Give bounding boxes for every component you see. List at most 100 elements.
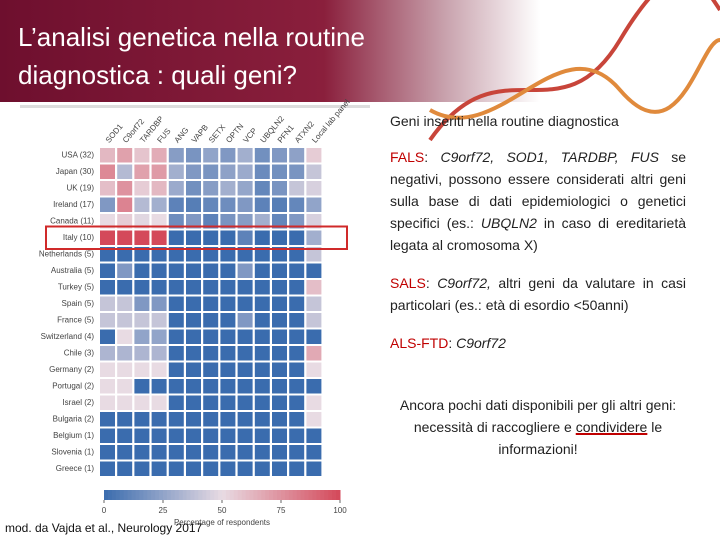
cell [134, 395, 150, 410]
text-segment: C9orf72 [456, 335, 506, 351]
cell [203, 346, 219, 361]
cell [151, 197, 167, 212]
cell [203, 461, 219, 476]
cell [100, 346, 115, 361]
cell [272, 214, 287, 229]
cell [117, 445, 133, 460]
cell [151, 164, 167, 179]
cell [306, 247, 322, 262]
colorbar-segment [159, 490, 164, 500]
cell [289, 214, 305, 229]
cell [168, 214, 184, 229]
cell [134, 263, 150, 278]
colorbar-tick-label: 50 [218, 506, 227, 515]
cell [117, 395, 133, 410]
colorbar-segment [249, 490, 254, 500]
colorbar-segment [119, 490, 125, 500]
colorbar-segment [292, 490, 298, 500]
cell [186, 346, 201, 361]
cell [254, 313, 270, 328]
colorbar-segment [328, 490, 333, 500]
colorbar-segment [320, 490, 325, 500]
cell [220, 412, 236, 427]
row-label: Greece (1) [56, 464, 95, 473]
cell [272, 247, 287, 262]
colorbar-segment [316, 490, 321, 500]
cell [237, 362, 253, 377]
cell [151, 379, 167, 394]
row-label: Australia (5) [51, 266, 94, 275]
cell [272, 379, 287, 394]
cell [168, 412, 184, 427]
cell [168, 230, 184, 245]
colorbar-segment [155, 490, 160, 500]
cell [151, 461, 167, 476]
colorbar-segment [170, 490, 176, 500]
row-label: USA (32) [62, 150, 95, 159]
cell [203, 280, 219, 295]
cell [237, 428, 253, 443]
cell [203, 197, 219, 212]
text-segment: ALS-FTD [390, 335, 449, 351]
colorbar-segment [143, 490, 148, 500]
column-label: Local lab panel [310, 97, 352, 144]
colorbar-segment [206, 490, 211, 500]
cell [220, 247, 236, 262]
cell [117, 280, 133, 295]
cell [289, 263, 305, 278]
cell [117, 346, 133, 361]
cell [168, 395, 184, 410]
colorbar-segment [284, 490, 290, 500]
cell [289, 164, 305, 179]
title-line: diagnostica : quali geni? [18, 60, 297, 90]
cell [254, 214, 270, 229]
colorbar-segment [312, 490, 317, 500]
colorbar-segment [166, 490, 172, 500]
cell [306, 214, 322, 229]
cell [272, 428, 287, 443]
cell [220, 461, 236, 476]
cell [117, 197, 133, 212]
cell [100, 148, 115, 163]
colorbar-segment [308, 490, 313, 500]
colorbar-segment [257, 490, 262, 500]
cell [134, 280, 150, 295]
row-label: Portugal (2) [52, 381, 94, 390]
cell [117, 313, 133, 328]
cell [272, 346, 287, 361]
colorbar-segment [163, 490, 168, 500]
cell [220, 395, 236, 410]
colorbar-segment [218, 490, 223, 500]
cell [306, 395, 322, 410]
cell [203, 313, 219, 328]
paragraph: FALS: C9orf72, SOD1, TARDBP, FUS se nega… [390, 146, 686, 256]
colorbar-segment [288, 490, 294, 500]
caption: mod. da Vajda et al., Neurology 2017 [5, 521, 203, 535]
cell [237, 263, 253, 278]
cell [134, 313, 150, 328]
colorbar-tick-label: 100 [333, 506, 347, 515]
cell [100, 296, 115, 311]
cell [168, 461, 184, 476]
cell [289, 181, 305, 196]
cell [237, 230, 253, 245]
cell [289, 412, 305, 427]
cell [117, 247, 133, 262]
cell [186, 214, 201, 229]
cell [100, 362, 115, 377]
paragraph: ALS-FTD: C9orf72 [390, 332, 686, 354]
colorbar-segment [182, 490, 188, 500]
cell [254, 362, 270, 377]
cell [100, 412, 115, 427]
cell [289, 395, 305, 410]
cell [186, 296, 201, 311]
cell [186, 329, 201, 344]
colorbar-segment [186, 490, 192, 500]
cell [117, 428, 133, 443]
cell [151, 230, 167, 245]
cell [306, 412, 322, 427]
colorbar-segment [135, 490, 140, 500]
cell [289, 461, 305, 476]
cell [272, 230, 287, 245]
